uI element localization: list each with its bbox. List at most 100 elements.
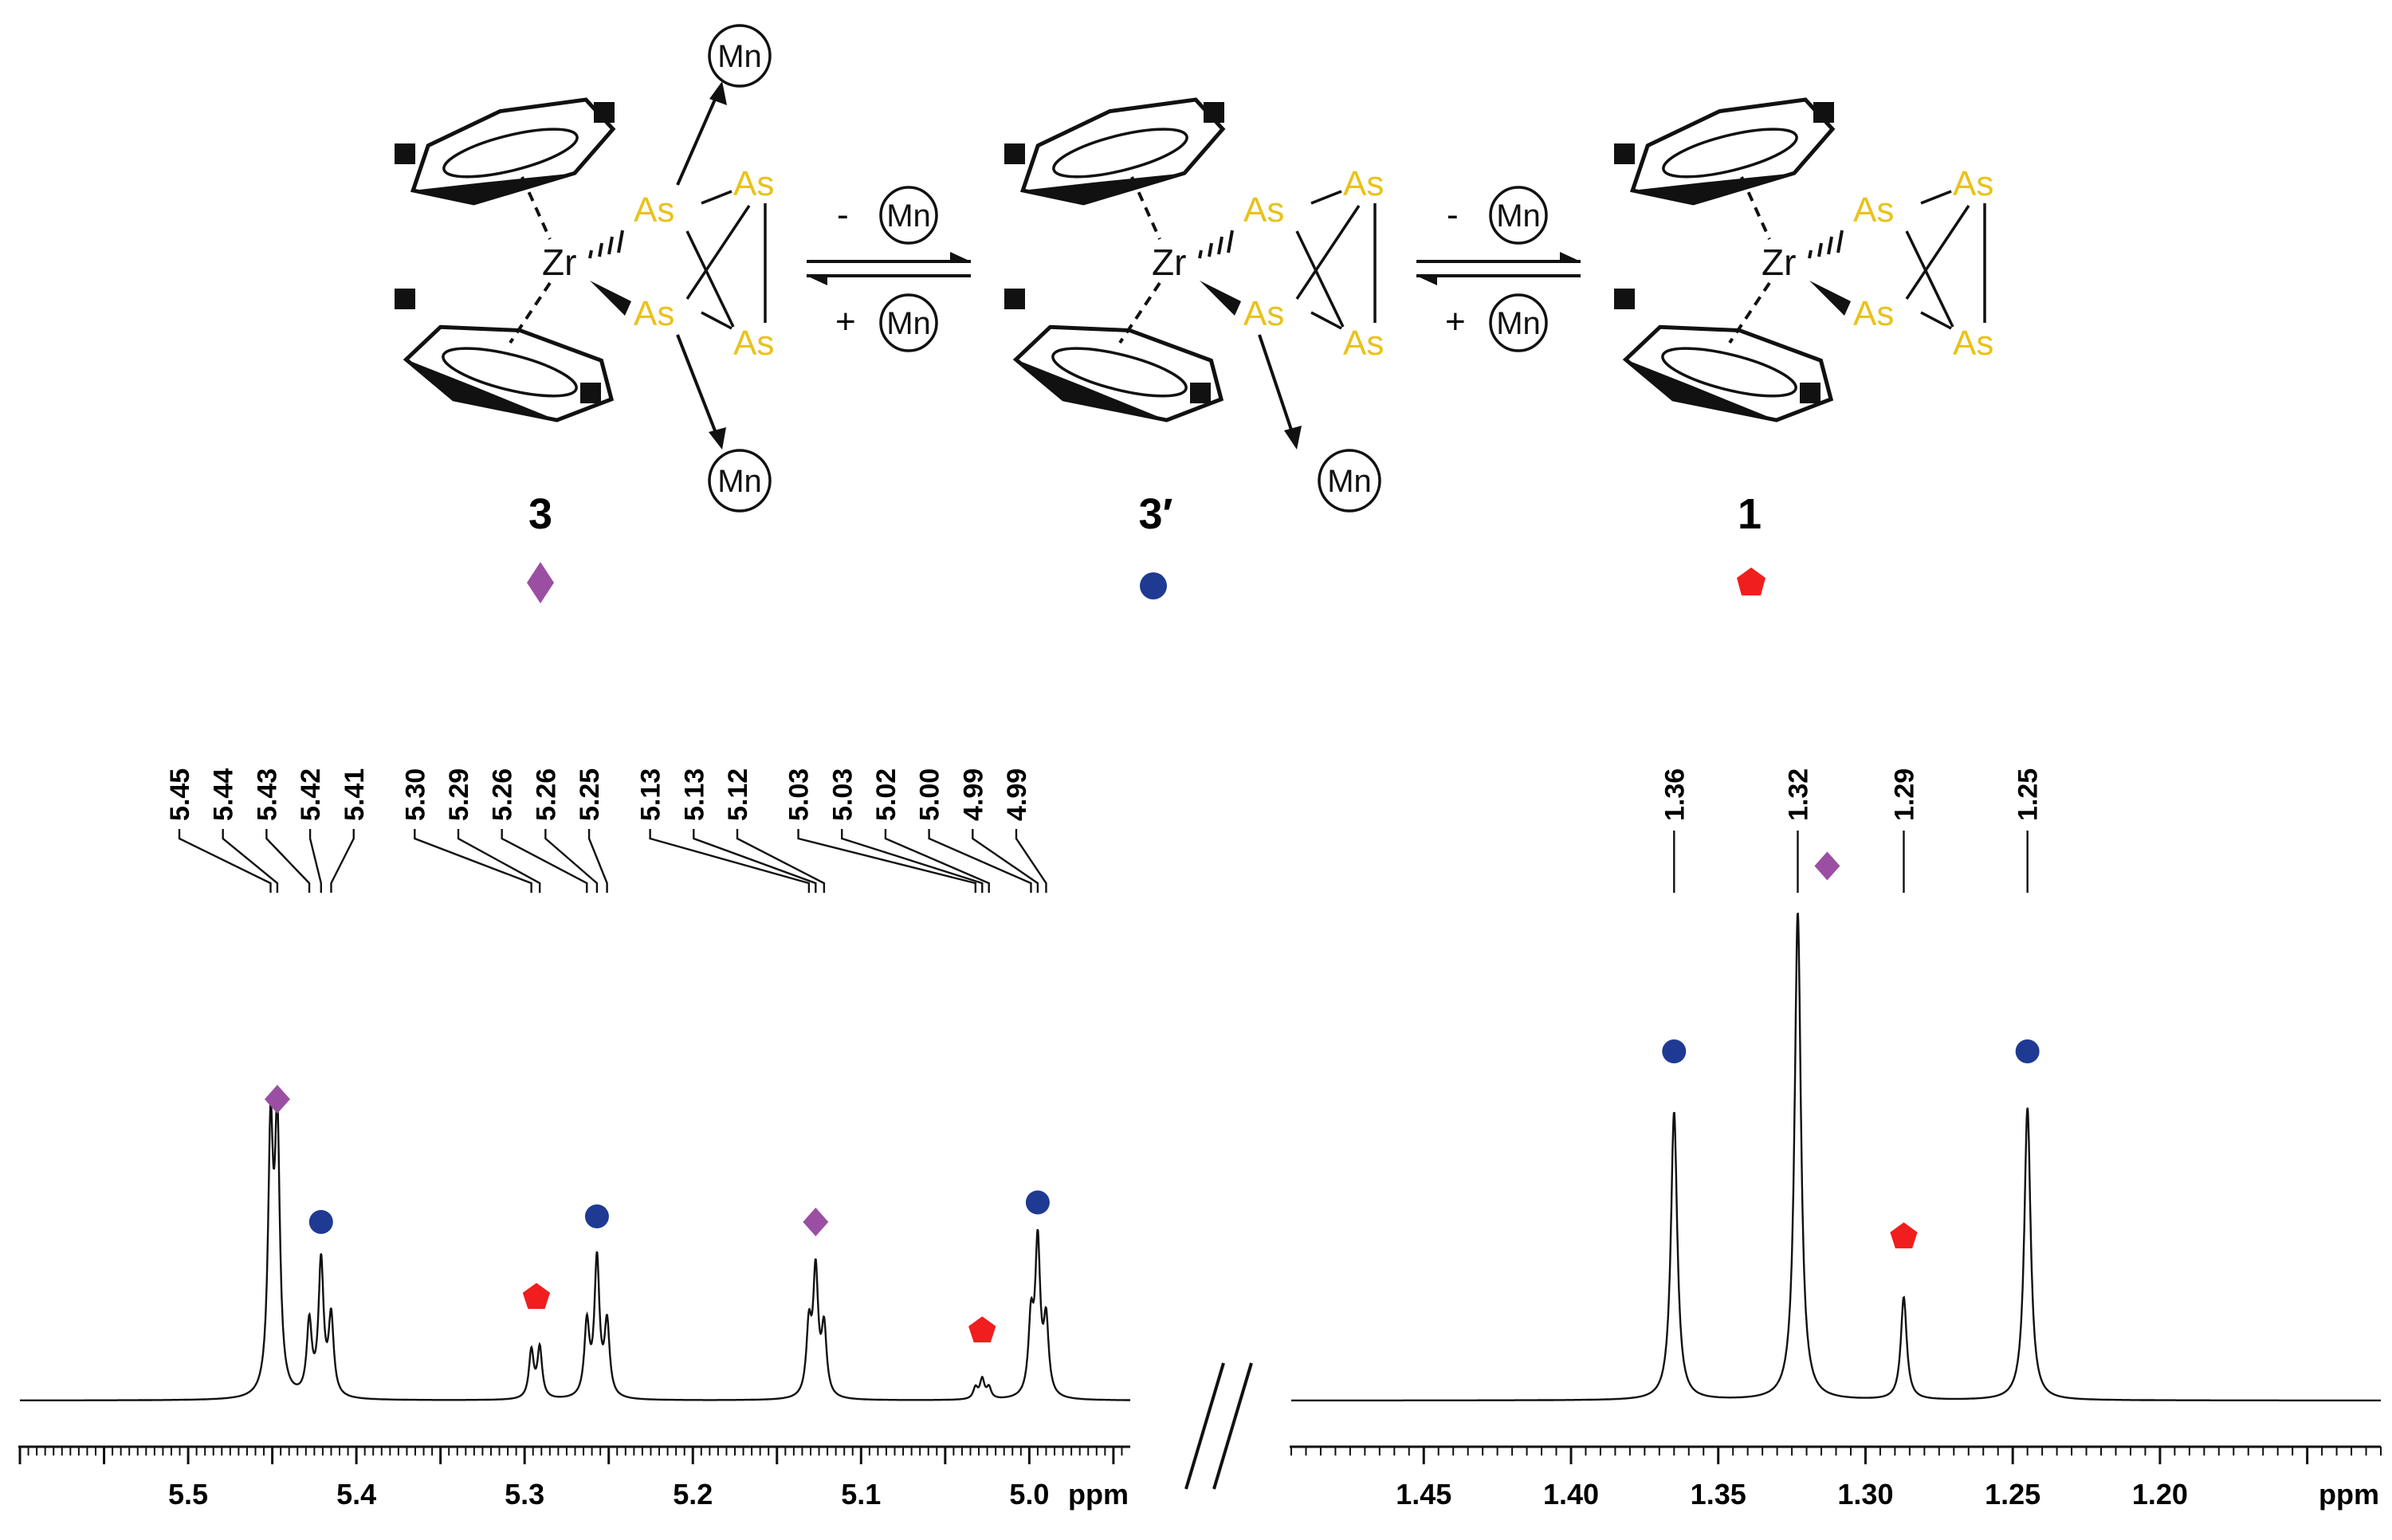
peak-shift-label: 4.99: [958, 768, 988, 821]
peak-shift-label: 5.30: [400, 768, 430, 821]
svg-text:Mn: Mn: [717, 464, 762, 499]
x-tick-label: 5.1: [841, 1478, 881, 1511]
mn-circle: Mn: [879, 293, 938, 352]
peak-shift-label: 5.13: [636, 768, 666, 821]
nmr-spectrum-right: 1.45 1.40 1.35 1.30 1.25 1.20 ppm 1.36 1.32 1.29 1…: [1290, 768, 2382, 1511]
cp-ring-upper: [1009, 86, 1231, 217]
peak-marker-diamond-compound-3: [803, 1208, 829, 1236]
peak-marker-circle-compound-3prime: [308, 1210, 333, 1234]
compound-number-1: 1: [1738, 490, 1762, 538]
coordination-arrow: [676, 93, 719, 186]
methyl-square: [395, 143, 415, 164]
arrowhead: [1284, 426, 1302, 450]
peak-shift-label: 5.41: [340, 768, 370, 821]
zr-label: Zr: [1152, 242, 1186, 283]
arsenic-label: As: [634, 191, 674, 230]
equilibrium-arrows: - Mn + Mn: [1416, 186, 1581, 352]
legend-marker-diamond: [527, 562, 554, 603]
peak-shift-label: 4.99: [1002, 768, 1032, 821]
peak-shift-label: 1.36: [1659, 768, 1690, 821]
arrowhead: [709, 81, 727, 105]
peak-shift-label: 5.42: [296, 768, 326, 821]
peak-shift-label: 5.44: [209, 768, 239, 821]
arsenic-label: As: [733, 324, 774, 363]
peak-connector: [1015, 829, 1047, 893]
x-tick-label: 1.35: [1691, 1478, 1746, 1511]
x-tick-label: 1.20: [2132, 1478, 2188, 1511]
mn-circle: Mn: [708, 24, 772, 88]
arsenic-label: As: [1343, 324, 1384, 363]
x-tick-label: 5.2: [673, 1478, 713, 1511]
equilibrium-sign: -: [1447, 195, 1459, 234]
spectrum-trace: [1291, 912, 2381, 1402]
equilibrium-sign: -: [837, 195, 849, 234]
peak-marker-diamond-compound-3: [1814, 851, 1840, 881]
peak-connector: [928, 829, 1032, 893]
methyl-square: [580, 383, 601, 403]
bond-wedge: [1809, 281, 1851, 316]
bond-hashed: [588, 230, 624, 259]
as-bonds: [685, 190, 767, 330]
compound-3prime-structure: Zr As As As As Mn: [1004, 86, 1384, 513]
arrowhead: [709, 427, 726, 450]
arsenic-label: As: [634, 294, 674, 333]
arsenic-label: As: [1243, 294, 1284, 333]
as-bonds: [1905, 190, 1986, 330]
peak-shift-label: 5.43: [252, 768, 282, 821]
x-tick-label: 1.45: [1396, 1478, 1451, 1511]
x-tick-label: 5.3: [505, 1478, 544, 1511]
bond-dashed: [1740, 176, 1771, 240]
zr-label: Zr: [542, 242, 576, 283]
peak-marker-circle-compound-3prime: [584, 1204, 609, 1228]
spectrum-trace: [19, 1095, 1130, 1402]
bond-dashed: [509, 281, 552, 344]
methyl-square: [1204, 102, 1224, 123]
peak-connector: [693, 829, 817, 893]
mn-circle: Mn: [708, 449, 772, 513]
peak-shift-label: 1.32: [1783, 768, 1813, 821]
peak-marker-pentagon-compound-1: [1890, 1222, 1918, 1249]
arsenic-label: As: [1953, 324, 1993, 363]
as-bonds: [1295, 190, 1377, 330]
svg-text:Mn: Mn: [1496, 198, 1541, 234]
cp-ring-lower: [1619, 305, 1841, 436]
peak-connector: [308, 829, 322, 893]
x-tick-label: 1.30: [1837, 1478, 1893, 1511]
peak-marker-pentagon-compound-1: [522, 1283, 551, 1310]
reaction-scheme: Zr As As As As: [395, 24, 1993, 603]
mn-circle: Mn: [1318, 449, 1381, 513]
peak-shift-label: 1.29: [1889, 768, 1919, 821]
peak-connector: [544, 829, 599, 893]
peak-connector: [736, 829, 826, 893]
compound-3-structure: Zr As As As As: [395, 24, 774, 513]
methyl-square: [1190, 383, 1211, 403]
peak-connector: [797, 829, 977, 893]
svg-text:Mn: Mn: [1327, 464, 1372, 499]
compound-number-3: 3: [528, 490, 552, 538]
peak-marker-circle-compound-3prime: [1025, 1190, 1050, 1215]
bond-hashed: [1808, 230, 1844, 259]
mn-circle: Mn: [879, 186, 938, 245]
peak-connector: [222, 829, 279, 893]
x-tick-label: 1.40: [1543, 1478, 1599, 1511]
peak-connector: [649, 829, 811, 893]
peak-connector: [972, 829, 1039, 893]
peak-connector: [265, 829, 311, 893]
peak-connector: [587, 829, 608, 893]
bond-dashed: [1130, 176, 1161, 240]
x-tick-label: 5.4: [336, 1478, 376, 1511]
equilibrium-sign: +: [835, 302, 856, 341]
x-axis-label: ppm: [1068, 1478, 1129, 1511]
peak-marker-diamond-compound-3: [264, 1085, 290, 1114]
peak-shift-label: 5.26: [488, 768, 518, 821]
peak-marker-circle-compound-3prime: [2015, 1039, 2040, 1063]
cp-ring-lower: [1009, 305, 1231, 436]
peak-connector: [414, 829, 532, 893]
peak-connector: [501, 829, 588, 893]
bond-dashed: [1118, 281, 1161, 344]
arsenic-label: As: [1853, 191, 1894, 230]
coordination-arrow: [676, 334, 719, 438]
methyl-square: [1813, 102, 1834, 123]
methyl-square: [1614, 143, 1635, 164]
svg-text:Mn: Mn: [886, 198, 931, 234]
